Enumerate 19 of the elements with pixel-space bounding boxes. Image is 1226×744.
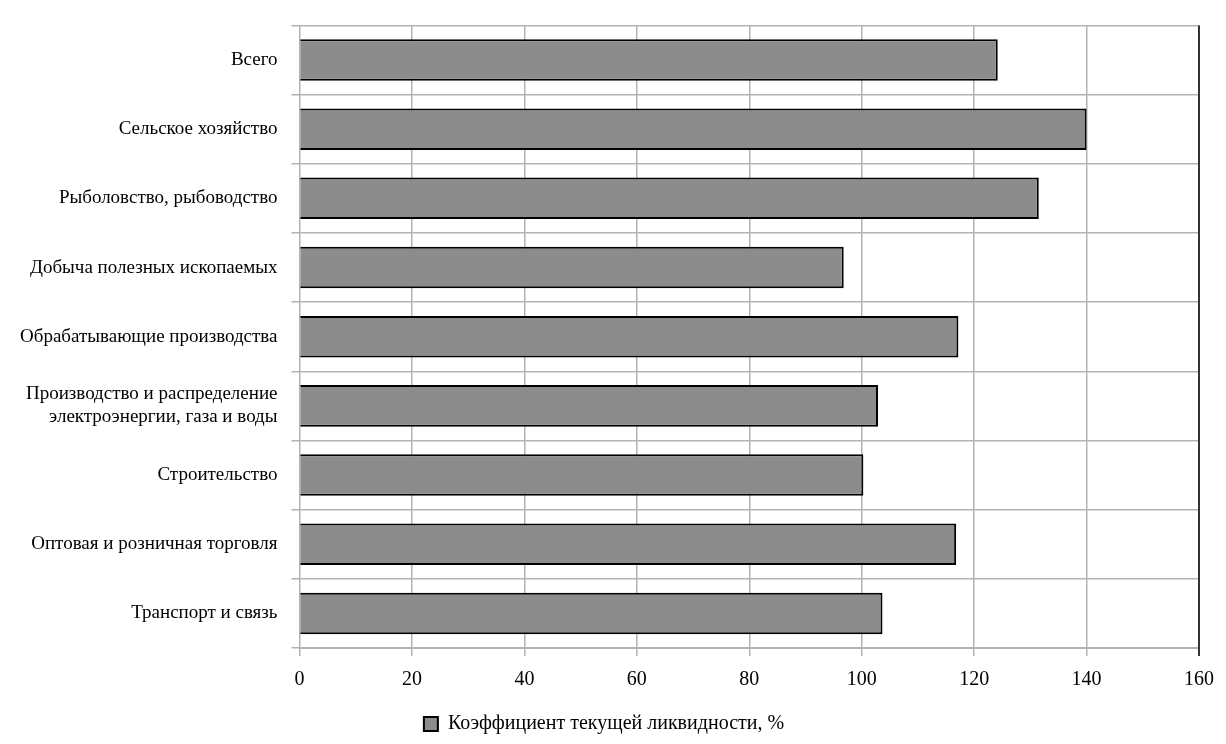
y-tick-label: Оптовая и розничная торговля: [31, 532, 278, 554]
x-tick-label: 60: [626, 667, 647, 690]
y-tick-label: Добыча полезных ископаемых: [29, 255, 279, 277]
y-tick-label: Обрабатывающие производства: [19, 324, 279, 346]
x-tick-label: 120: [959, 667, 990, 690]
y-tick-label: Производство и распределение электроэнергии, газа и воды: [25, 382, 278, 427]
x-tick-label: 0: [294, 667, 305, 690]
y-tick-label: Строительство: [157, 463, 278, 485]
x-tick-label: 100: [846, 667, 877, 690]
y-tick-label: Всего: [230, 47, 278, 69]
y-tick-label: Рыболовство, рыбоводство: [58, 186, 278, 208]
x-tick-label: 160: [1184, 667, 1214, 690]
x-tick-label: 40: [514, 667, 535, 690]
y-tick-label: Сельское хозяйство: [118, 117, 278, 139]
x-tick-label: 20: [401, 667, 422, 690]
x-tick-label: 140: [1071, 667, 1102, 690]
y-tick-label: Транспорт и связь: [131, 601, 278, 623]
legend-label: Коэффициент текущей ликвидности, %: [447, 711, 785, 735]
x-tick-label: 80: [739, 667, 760, 690]
